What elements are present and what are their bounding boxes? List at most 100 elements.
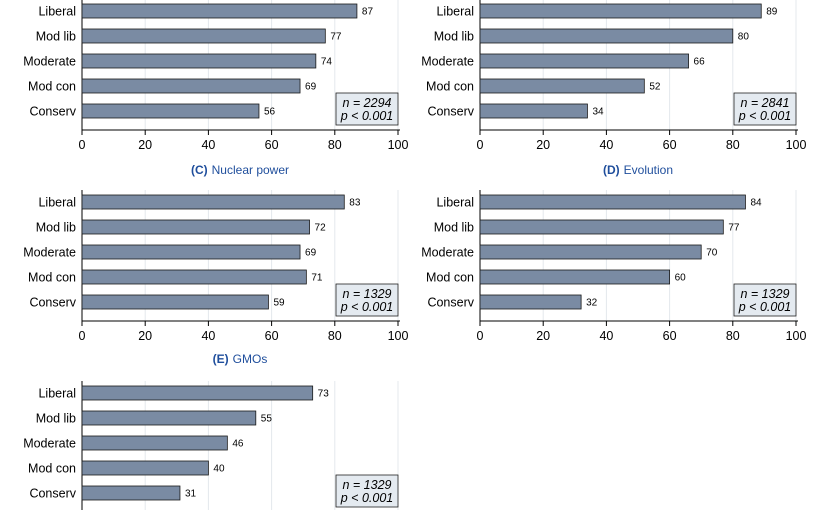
value-label: 59	[273, 298, 285, 309]
category-label: Moderate	[23, 437, 76, 451]
x-tick-label: 80	[726, 329, 740, 343]
chart-panel-4: Liberal 84 Mod lib 77 Moderate 70 Mod con 60 Con…	[421, 163, 808, 343]
panel-title: (C) Nuclear power	[191, 163, 289, 177]
x-tick-label: 0	[79, 329, 86, 343]
category-label: Conserv	[29, 487, 76, 501]
value-label: 69	[305, 248, 317, 259]
x-tick-label: 100	[388, 138, 409, 152]
annotation-box	[335, 474, 399, 508]
x-tick-label: 20	[138, 329, 152, 343]
bar	[81, 28, 326, 44]
bar	[479, 103, 588, 119]
x-tick-label: 60	[265, 138, 279, 152]
bar	[81, 219, 310, 235]
value-label: 66	[694, 57, 706, 68]
category-label: Conserv	[427, 296, 474, 310]
annotation-box	[335, 283, 399, 317]
panel-title-letter: (C)	[191, 163, 208, 177]
bar	[81, 53, 317, 69]
value-label: 40	[213, 464, 225, 475]
bar	[479, 78, 645, 94]
bar	[479, 244, 702, 260]
category-label: Mod lib	[434, 30, 474, 44]
category-label: Liberal	[436, 196, 474, 210]
bar	[81, 460, 209, 476]
panel-title-text: GMOs	[233, 352, 268, 366]
x-tick-label: 20	[536, 329, 550, 343]
panel-title: (E) GMOs	[213, 352, 268, 366]
annotation-box	[733, 92, 797, 126]
category-label: Mod con	[28, 271, 76, 285]
panel-title-text: Nuclear power	[212, 163, 289, 177]
category-label: Mod lib	[36, 30, 76, 44]
x-tick-label: 60	[265, 329, 279, 343]
bar	[81, 294, 269, 310]
category-label: Liberal	[38, 5, 76, 19]
category-label: Conserv	[29, 296, 76, 310]
category-label: Mod con	[28, 80, 76, 94]
bar	[81, 485, 181, 501]
x-tick-label: 40	[599, 138, 613, 152]
category-label: Liberal	[38, 387, 76, 401]
value-label: 77	[728, 223, 740, 234]
annotation-p: p < 0.001	[738, 300, 791, 314]
category-label: Moderate	[23, 55, 76, 69]
x-tick-label: 80	[726, 138, 740, 152]
chart-panel-1: Liberal 87 Mod lib 77 Moderate 74 Mod con 69 Con…	[23, 0, 410, 152]
chart-panel-3: Liberal 83 Mod lib 72 Moderate 69 Mod con 71 Con…	[23, 163, 410, 343]
x-tick-label: 20	[138, 138, 152, 152]
x-tick-label: 80	[328, 138, 342, 152]
category-label: Liberal	[38, 196, 76, 210]
value-label: 89	[766, 7, 778, 18]
panel-title: (D) Evolution	[603, 163, 673, 177]
bar	[479, 294, 582, 310]
x-tick-label: 40	[201, 329, 215, 343]
x-tick-label: 0	[477, 329, 484, 343]
x-tick-label: 40	[201, 138, 215, 152]
annotation-box	[733, 283, 797, 317]
value-label: 60	[675, 273, 687, 284]
annotation-p: p < 0.001	[340, 109, 393, 123]
category-label: Mod con	[426, 271, 474, 285]
category-label: Mod lib	[36, 412, 76, 426]
x-tick-label: 0	[79, 138, 86, 152]
x-tick-label: 100	[786, 329, 807, 343]
bar	[81, 269, 307, 285]
bar	[479, 53, 689, 69]
value-label: 32	[586, 298, 598, 309]
chart-panel-5: Liberal 73 Mod lib 55 Moderate 46 Mod con 40 Con…	[23, 352, 410, 510]
bar	[479, 219, 724, 235]
value-label: 31	[185, 489, 197, 500]
bar	[81, 3, 358, 19]
category-label: Moderate	[421, 55, 474, 69]
chart-panel-2: Liberal 89 Mod lib 80 Moderate 66 Mod con 52 Con…	[421, 0, 808, 152]
panel-title-letter: (E)	[213, 352, 229, 366]
panel-title-text: Evolution	[624, 163, 673, 177]
value-label: 80	[738, 32, 750, 43]
value-label: 70	[706, 248, 718, 259]
value-label: 83	[349, 198, 361, 209]
bar	[81, 78, 301, 94]
value-label: 87	[362, 7, 374, 18]
value-label: 46	[232, 439, 244, 450]
value-label: 74	[321, 57, 333, 68]
annotation-n: n = 2294	[342, 96, 391, 110]
category-label: Mod lib	[434, 221, 474, 235]
x-tick-label: 40	[599, 329, 613, 343]
panel-title-letter: (D)	[603, 163, 620, 177]
bar	[81, 410, 257, 426]
x-tick-label: 20	[536, 138, 550, 152]
x-tick-label: 60	[663, 138, 677, 152]
annotation-p: p < 0.001	[340, 300, 393, 314]
category-label: Moderate	[421, 246, 474, 260]
category-label: Conserv	[29, 105, 76, 119]
x-tick-label: 100	[388, 329, 409, 343]
value-label: 73	[318, 389, 330, 400]
category-label: Mod con	[426, 80, 474, 94]
value-label: 72	[315, 223, 327, 234]
value-label: 69	[305, 82, 317, 93]
bar	[479, 28, 734, 44]
annotation-n: n = 1329	[342, 478, 391, 492]
bar	[479, 269, 671, 285]
